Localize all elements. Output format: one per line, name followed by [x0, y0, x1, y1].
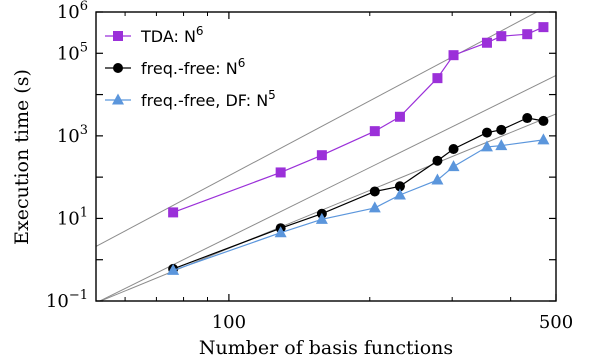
data-point [369, 126, 380, 137]
data-point [522, 113, 533, 124]
y-tick-label: 103 [57, 123, 88, 147]
legend-label: freq.-free: N6 [141, 56, 245, 78]
data-point [448, 50, 459, 61]
legend-marker [113, 31, 123, 41]
data-point [369, 186, 380, 197]
data-point [315, 212, 328, 224]
legend-label: TDA: N6 [140, 24, 204, 46]
data-point [538, 115, 549, 126]
data-point [368, 201, 381, 213]
series-2 [168, 113, 549, 274]
data-point [432, 155, 443, 166]
y-tick-label: 105 [57, 40, 88, 64]
series-line [172, 117, 544, 270]
series-3 [167, 133, 550, 275]
legend-item-3: freq.-free, DF: N5 [105, 88, 276, 110]
y-tick-label: 101 [57, 205, 88, 229]
data-point [495, 139, 508, 151]
legend: TDA: N6 freq.-free: N6 freq.-free, DF: N5 [105, 24, 276, 110]
series-1 [168, 22, 549, 218]
series-line [172, 139, 544, 271]
legend-marker [113, 63, 123, 73]
legend-item-2: freq.-free: N6 [105, 56, 245, 78]
x-axis-label: Number of basis functions [199, 337, 453, 359]
data-point [496, 124, 507, 135]
data-point [274, 226, 287, 238]
legend-marker [112, 93, 124, 105]
data-point [537, 133, 550, 145]
y-tick-label: 10−1 [46, 288, 88, 312]
data-point [447, 160, 460, 172]
data-series [167, 22, 550, 275]
data-point [275, 167, 286, 178]
data-point [167, 263, 180, 275]
legend-label: freq.-free, DF: N5 [141, 88, 276, 110]
data-point [480, 140, 493, 152]
data-point [168, 207, 179, 218]
y-tick-label: 106 [57, 0, 88, 23]
data-point [316, 150, 327, 161]
data-point [394, 111, 405, 122]
data-point [432, 73, 443, 84]
plot-frame [95, 11, 557, 302]
data-point [496, 31, 507, 42]
y-axis-label: Execution time (s) [11, 69, 33, 245]
data-point [431, 173, 444, 185]
x-tick-label: 500 [539, 312, 573, 333]
series-line [172, 26, 544, 213]
axis-ticks: 100 500 10−1 101 103 105 106 [46, 0, 573, 333]
data-point [448, 144, 459, 155]
legend-item-1: TDA: N6 [105, 24, 204, 46]
x-tick-label: 100 [212, 312, 246, 333]
data-point [522, 29, 533, 40]
data-point [481, 37, 492, 48]
data-point [394, 181, 405, 192]
data-point [538, 22, 549, 33]
reference-line-1 [96, 12, 538, 247]
data-point [393, 188, 406, 200]
data-point [481, 127, 492, 138]
